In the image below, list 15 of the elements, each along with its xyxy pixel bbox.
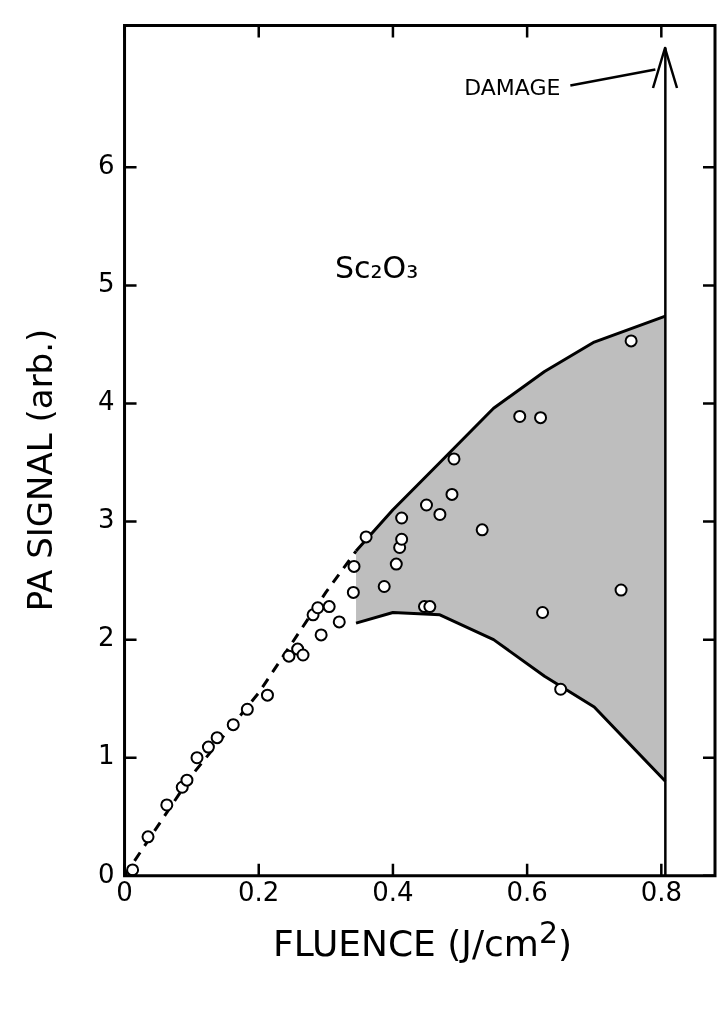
y-tick-label: 0: [98, 858, 115, 889]
x-tick-label: 0.6: [506, 877, 548, 908]
y-tick-label: 3: [98, 504, 115, 535]
x-tick-label: 0.2: [238, 877, 280, 908]
ref-line-label: DAMAGE: [464, 75, 561, 101]
x-axis-title: FLUENCE (J/cm$^{2}$): [271, 915, 574, 964]
y-tick-label: 1: [98, 740, 115, 771]
y-tick-label: 6: [98, 150, 115, 181]
x-tick-label: 0.8: [640, 877, 682, 908]
y-tick-label: 5: [98, 268, 115, 299]
annotation: Sc₂O₃: [335, 250, 419, 285]
y-tick-label: 2: [98, 622, 115, 653]
y-tick-label: 4: [98, 386, 115, 417]
y-axis-title: PA SIGNAL (arb.): [20, 328, 60, 612]
x-tick-label: 0.4: [372, 877, 414, 908]
